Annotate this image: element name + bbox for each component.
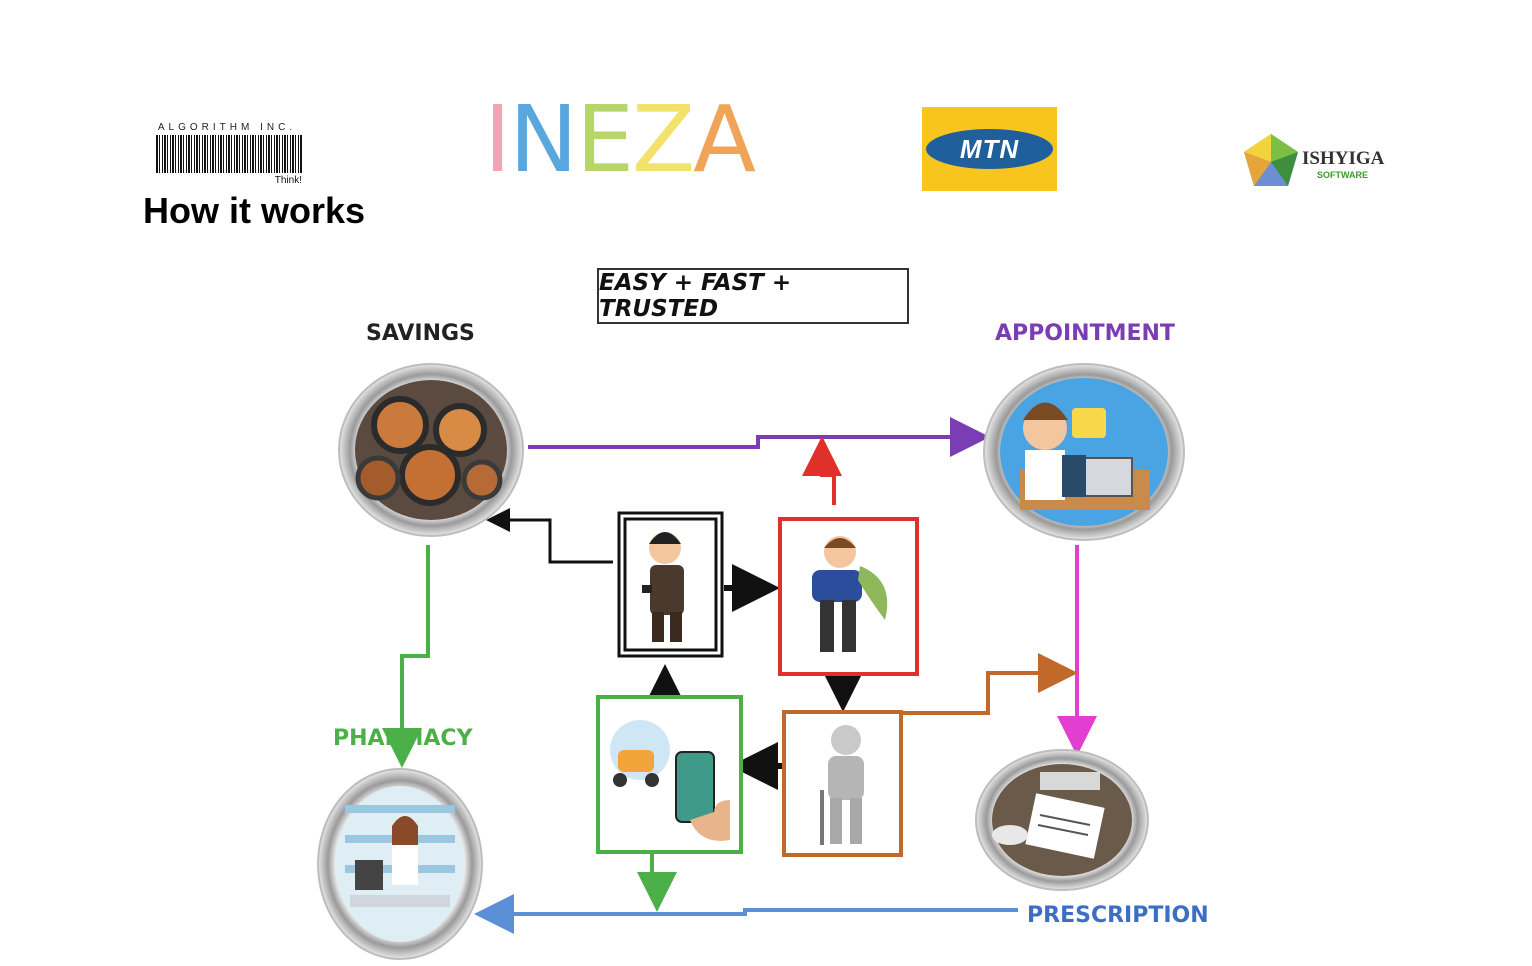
sick-person-step [778,517,919,676]
prescription-to-pharmacy-arrow [474,894,1018,934]
ishyiga-logo-name: ISHYIGA [1302,148,1385,169]
savings-node [338,363,524,537]
sick-to-appointment-arrow [802,436,842,505]
ineza-letter: N [509,86,578,193]
tagline-box: EASY + FAST + TRUSTED [597,268,909,324]
mtn-logo-text: MTN [959,133,1020,164]
barcode-icon [156,135,302,173]
delivery-step [596,695,743,854]
injured-person-step [782,710,903,857]
mtn-oval: MTN [926,129,1053,169]
prescription-node [975,749,1149,891]
delivery-to-pharmacy-arrow [637,852,677,912]
appointment-node [983,363,1185,541]
algorithm-inc-logo: ALGORITHM INC. Think! [150,118,310,190]
pharmacy-node [317,768,483,960]
pentagon-icon [1244,134,1298,186]
sick-person-icon [812,536,888,652]
ineza-logo: INEZA [484,86,756,193]
savings-label: SAVINGS [366,321,475,346]
prescription-label: PRESCRIPTION [1027,903,1209,928]
appointment-label: APPOINTMENT [995,321,1175,346]
ineza-letter: E [575,86,634,193]
person-with-phone-icon [642,532,684,642]
tagline: EASY + FAST + TRUSTED [599,270,792,322]
person-to-savings-arrow [486,508,613,564]
ishyiga-logo: ISHYIGA SOFTWARE [1240,130,1400,190]
injured-to-prescription-arrow [903,653,1078,715]
scooter-phone-icon [610,720,730,841]
algorithm-logo-name: ALGORITHM INC. [157,122,297,133]
pharmacy-label: PHARMACY [333,726,473,751]
savings-to-pharmacy-arrow [382,545,430,768]
algorithm-logo-tagline: Think! [274,175,302,186]
mtn-logo: MTN [922,107,1057,191]
ineza-letter: Z [632,86,695,193]
ineza-letter: I [484,86,511,193]
savings-to-appointment-arrow [528,417,990,457]
page-title: How it works [143,190,366,231]
injured-person-icon [820,725,864,845]
ishyiga-logo-subtitle: SOFTWARE [1317,170,1368,180]
ineza-letter: A [693,86,756,193]
healthy-person-step [617,511,724,658]
